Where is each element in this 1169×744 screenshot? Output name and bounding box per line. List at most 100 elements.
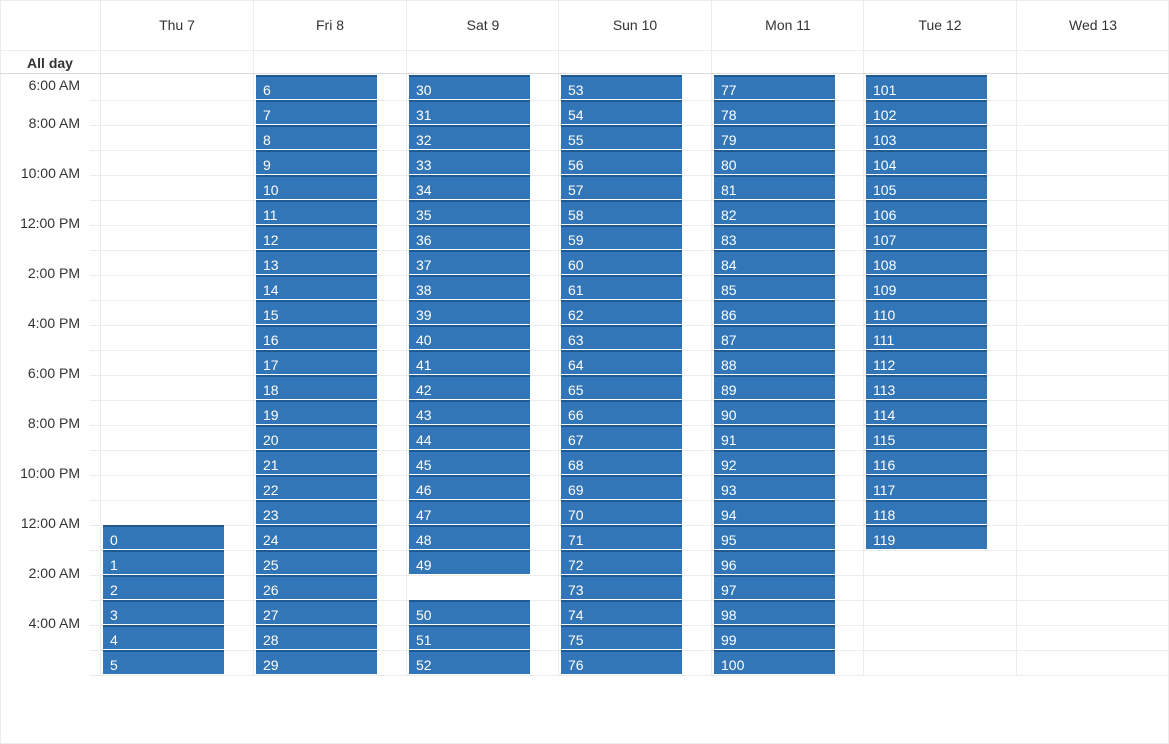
event-block[interactable]: 112 (866, 350, 987, 374)
event-block[interactable]: 20 (256, 425, 377, 449)
event-block[interactable]: 51 (409, 625, 530, 649)
event-block[interactable]: 75 (561, 625, 682, 649)
event-block[interactable]: 45 (409, 450, 530, 474)
event-block[interactable]: 10 (256, 175, 377, 199)
event-block[interactable]: 67 (561, 425, 682, 449)
day-header[interactable]: Wed 13 (1069, 17, 1117, 33)
event-block[interactable]: 68 (561, 450, 682, 474)
event-block[interactable]: 22 (256, 475, 377, 499)
event-block[interactable]: 26 (256, 575, 377, 599)
day-header[interactable]: Tue 12 (918, 17, 962, 33)
event-block[interactable]: 62 (561, 300, 682, 324)
event-block[interactable]: 25 (256, 550, 377, 574)
event-block[interactable]: 80 (714, 150, 835, 174)
event-block[interactable]: 99 (714, 625, 835, 649)
event-block[interactable]: 107 (866, 225, 987, 249)
event-block[interactable]: 73 (561, 575, 682, 599)
event-block[interactable]: 41 (409, 350, 530, 374)
event-block[interactable]: 69 (561, 475, 682, 499)
event-block[interactable]: 15 (256, 300, 377, 324)
event-block[interactable]: 110 (866, 300, 987, 324)
event-block[interactable]: 43 (409, 400, 530, 424)
day-header[interactable]: Sat 9 (466, 17, 500, 33)
event-block[interactable]: 78 (714, 100, 835, 124)
event-block[interactable]: 66 (561, 400, 682, 424)
event-block[interactable]: 106 (866, 200, 987, 224)
event-block[interactable]: 55 (561, 125, 682, 149)
event-block[interactable]: 33 (409, 150, 530, 174)
event-block[interactable]: 19 (256, 400, 377, 424)
event-block[interactable]: 113 (866, 375, 987, 399)
event-block[interactable]: 46 (409, 475, 530, 499)
event-block[interactable]: 17 (256, 350, 377, 374)
event-block[interactable]: 108 (866, 250, 987, 274)
event-block[interactable]: 96 (714, 550, 835, 574)
event-block[interactable]: 59 (561, 225, 682, 249)
day-header[interactable]: Fri 8 (316, 17, 344, 33)
event-block[interactable]: 58 (561, 200, 682, 224)
event-block[interactable]: 84 (714, 250, 835, 274)
event-block[interactable]: 60 (561, 250, 682, 274)
event-block[interactable]: 74 (561, 600, 682, 624)
event-block[interactable]: 91 (714, 425, 835, 449)
event-block[interactable]: 6 (256, 75, 377, 99)
event-block[interactable]: 71 (561, 525, 682, 549)
event-block[interactable]: 109 (866, 275, 987, 299)
event-block[interactable]: 111 (866, 325, 987, 349)
event-block[interactable]: 88 (714, 350, 835, 374)
event-block[interactable]: 37 (409, 250, 530, 274)
event-block[interactable]: 35 (409, 200, 530, 224)
event-block[interactable]: 36 (409, 225, 530, 249)
event-block[interactable]: 116 (866, 450, 987, 474)
event-block[interactable]: 72 (561, 550, 682, 574)
event-block[interactable]: 65 (561, 375, 682, 399)
event-block[interactable]: 8 (256, 125, 377, 149)
event-block[interactable]: 13 (256, 250, 377, 274)
day-header[interactable]: Mon 11 (765, 17, 811, 33)
event-block[interactable]: 28 (256, 625, 377, 649)
event-block[interactable]: 92 (714, 450, 835, 474)
event-block[interactable]: 100 (714, 650, 835, 674)
event-block[interactable]: 27 (256, 600, 377, 624)
event-block[interactable]: 7 (256, 100, 377, 124)
event-block[interactable]: 0 (103, 525, 224, 549)
event-block[interactable]: 77 (714, 75, 835, 99)
event-block[interactable]: 4 (103, 625, 224, 649)
event-block[interactable]: 61 (561, 275, 682, 299)
event-block[interactable]: 3 (103, 600, 224, 624)
event-block[interactable]: 31 (409, 100, 530, 124)
event-block[interactable]: 48 (409, 525, 530, 549)
event-block[interactable]: 12 (256, 225, 377, 249)
event-block[interactable]: 2 (103, 575, 224, 599)
event-block[interactable]: 94 (714, 500, 835, 524)
event-block[interactable]: 39 (409, 300, 530, 324)
event-block[interactable]: 90 (714, 400, 835, 424)
event-block[interactable]: 34 (409, 175, 530, 199)
day-header[interactable]: Sun 10 (612, 17, 658, 33)
event-block[interactable]: 119 (866, 525, 987, 549)
event-block[interactable]: 1 (103, 550, 224, 574)
event-block[interactable]: 95 (714, 525, 835, 549)
event-block[interactable]: 89 (714, 375, 835, 399)
event-block[interactable]: 54 (561, 100, 682, 124)
event-block[interactable]: 38 (409, 275, 530, 299)
event-block[interactable]: 14 (256, 275, 377, 299)
event-block[interactable]: 87 (714, 325, 835, 349)
event-block[interactable]: 103 (866, 125, 987, 149)
event-block[interactable]: 81 (714, 175, 835, 199)
event-block[interactable]: 23 (256, 500, 377, 524)
event-block[interactable]: 79 (714, 125, 835, 149)
event-block[interactable]: 9 (256, 150, 377, 174)
event-block[interactable]: 101 (866, 75, 987, 99)
event-block[interactable]: 82 (714, 200, 835, 224)
event-block[interactable]: 115 (866, 425, 987, 449)
event-block[interactable]: 114 (866, 400, 987, 424)
event-block[interactable]: 30 (409, 75, 530, 99)
event-block[interactable]: 64 (561, 350, 682, 374)
event-block[interactable]: 102 (866, 100, 987, 124)
event-block[interactable]: 32 (409, 125, 530, 149)
event-block[interactable]: 52 (409, 650, 530, 674)
event-block[interactable]: 76 (561, 650, 682, 674)
event-block[interactable]: 85 (714, 275, 835, 299)
event-block[interactable]: 18 (256, 375, 377, 399)
